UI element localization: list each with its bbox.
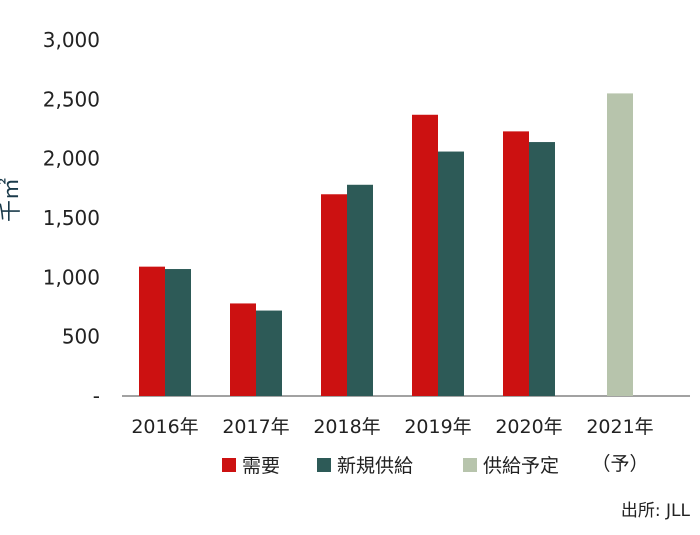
bar-需要-2017年: [230, 303, 256, 396]
bar-供給予定-2021年: [607, 93, 633, 396]
bar-新規供給-2017年: [256, 311, 282, 396]
y-tick-label: 3,000: [43, 28, 100, 52]
bar-新規供給-2019年: [438, 152, 464, 396]
x-category-label: 2016年: [131, 416, 198, 438]
y-tick-label: -: [93, 384, 100, 408]
bar-需要-2020年: [503, 131, 529, 396]
y-axis-ticks: - 500 1,000 1,500 2,000 2,500 3,000: [43, 28, 100, 408]
bar-需要-2016年: [139, 267, 165, 396]
y-tick-label: 1,500: [43, 206, 100, 230]
y-tick-label: 1,000: [43, 265, 100, 289]
x-category-label: 2018年: [313, 416, 380, 438]
x-category-label: 2019年: [404, 416, 471, 438]
legend-swatch-供給予定: [463, 458, 477, 472]
legend-label: 供給予定: [483, 455, 559, 477]
legend: 需要 新規供給 供給予定: [222, 455, 559, 477]
bar-需要-2018年: [321, 194, 347, 396]
x-category-sublabel: （予）: [591, 453, 648, 475]
legend-label: 新規供給: [337, 455, 413, 477]
x-category-label: 2021年: [586, 416, 653, 438]
x-category-label: 2020年: [495, 416, 562, 438]
source-note: 出所: JLL: [621, 501, 691, 521]
legend-swatch-新規供給: [317, 458, 331, 472]
y-tick-label: 2,000: [43, 147, 100, 171]
y-tick-label: 2,500: [43, 87, 100, 111]
bar-新規供給-2018年: [347, 185, 373, 396]
x-category-label: 2017年: [222, 416, 289, 438]
bar-新規供給-2016年: [165, 269, 191, 396]
legend-swatch-需要: [222, 458, 236, 472]
y-tick-label: 500: [62, 325, 100, 349]
y-axis-unit-label: 千㎡: [0, 178, 24, 222]
bar-需要-2019年: [412, 115, 438, 396]
bar-新規供給-2020年: [529, 142, 555, 396]
legend-label: 需要: [242, 455, 280, 477]
bars: [139, 93, 633, 396]
